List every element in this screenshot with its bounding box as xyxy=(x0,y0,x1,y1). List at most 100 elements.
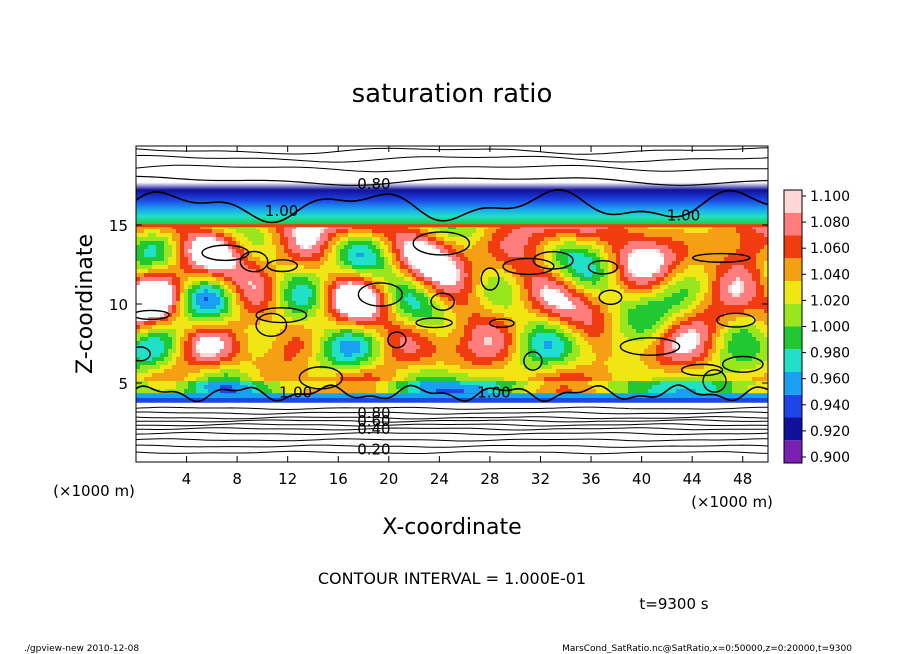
field-cell xyxy=(688,241,693,246)
field-cell xyxy=(256,261,261,266)
field-cell xyxy=(456,237,461,242)
field-cell xyxy=(764,293,768,298)
field-cell xyxy=(256,241,261,246)
field-cell xyxy=(756,321,761,326)
field-cell xyxy=(632,297,637,302)
field-cell xyxy=(216,337,221,342)
field-cell xyxy=(336,249,341,254)
field-cell xyxy=(232,241,237,246)
field-cell xyxy=(744,225,749,230)
field-cell xyxy=(528,325,533,330)
field-cell xyxy=(696,345,701,350)
field-cell xyxy=(720,249,725,254)
field-cell xyxy=(764,225,768,230)
field-cell xyxy=(504,265,509,270)
field-cell xyxy=(676,293,681,298)
field-cell xyxy=(728,345,733,350)
field-cell xyxy=(732,345,737,350)
field-cell xyxy=(452,269,457,274)
field-cell xyxy=(656,273,661,278)
field-cell xyxy=(648,325,653,330)
field-cell xyxy=(420,285,425,290)
field-cell xyxy=(288,273,293,278)
field-cell xyxy=(532,337,537,342)
field-cell xyxy=(604,321,609,326)
field-cell xyxy=(536,297,541,302)
field-cell xyxy=(248,349,253,354)
field-cell xyxy=(748,297,753,302)
field-cell xyxy=(608,309,613,314)
field-cell xyxy=(192,225,197,230)
field-cell xyxy=(152,269,157,274)
field-cell xyxy=(340,273,345,278)
field-cell xyxy=(552,345,557,350)
field-cell xyxy=(752,293,757,298)
field-cell xyxy=(188,261,193,266)
field-cell xyxy=(476,297,481,302)
field-cell xyxy=(516,289,521,294)
field-cell xyxy=(736,337,741,342)
field-cell xyxy=(596,321,601,326)
field-cell xyxy=(316,313,321,318)
field-cell xyxy=(344,253,349,258)
field-cell xyxy=(396,229,401,234)
field-cell xyxy=(740,245,745,250)
field-cell xyxy=(724,269,729,274)
field-cell xyxy=(460,289,465,294)
field-cell xyxy=(736,345,741,350)
field-cell xyxy=(548,309,553,314)
field-cell xyxy=(240,233,245,238)
field-cell xyxy=(664,241,669,246)
field-cell xyxy=(364,321,369,326)
field-cell xyxy=(212,333,217,338)
field-cell xyxy=(424,269,429,274)
field-cell xyxy=(560,273,565,278)
field-cell xyxy=(512,229,517,234)
field-cell xyxy=(700,337,705,342)
field-cell xyxy=(524,341,529,346)
field-cell xyxy=(340,321,345,326)
field-cell xyxy=(208,237,213,242)
field-cell xyxy=(144,237,149,242)
field-cell xyxy=(492,233,497,238)
field-cell xyxy=(256,345,261,350)
field-cell xyxy=(184,233,189,238)
field-cell xyxy=(268,277,273,282)
field-cell xyxy=(716,329,721,334)
field-cell xyxy=(644,285,649,290)
plot-area xyxy=(136,146,768,462)
field-cell xyxy=(764,313,768,318)
field-cell xyxy=(476,229,481,234)
field-cell xyxy=(276,237,281,242)
field-cell xyxy=(200,241,205,246)
field-cell xyxy=(696,265,701,270)
field-cell xyxy=(388,241,393,246)
field-cell xyxy=(316,261,321,266)
field-cell xyxy=(256,337,261,342)
field-cell xyxy=(668,321,673,326)
field-cell xyxy=(544,337,549,342)
field-cell xyxy=(176,325,181,330)
field-cell xyxy=(392,341,397,346)
field-cell xyxy=(376,269,381,274)
field-cell xyxy=(276,297,281,302)
field-cell xyxy=(700,293,705,298)
field-cell xyxy=(316,289,321,294)
field-cell xyxy=(320,253,325,258)
field-cell xyxy=(524,241,529,246)
field-cell xyxy=(720,321,725,326)
field-cell xyxy=(464,289,469,294)
field-cell xyxy=(736,249,741,254)
field-cell xyxy=(612,245,617,250)
field-cell xyxy=(644,269,649,274)
field-cell xyxy=(196,305,201,310)
field-cell xyxy=(220,337,225,342)
field-cell xyxy=(232,245,237,250)
field-cell xyxy=(456,253,461,258)
field-cell xyxy=(252,297,257,302)
field-cell xyxy=(568,281,573,286)
field-cell xyxy=(392,337,397,342)
field-cell xyxy=(524,329,529,334)
field-cell xyxy=(292,285,297,290)
field-cell xyxy=(288,345,293,350)
